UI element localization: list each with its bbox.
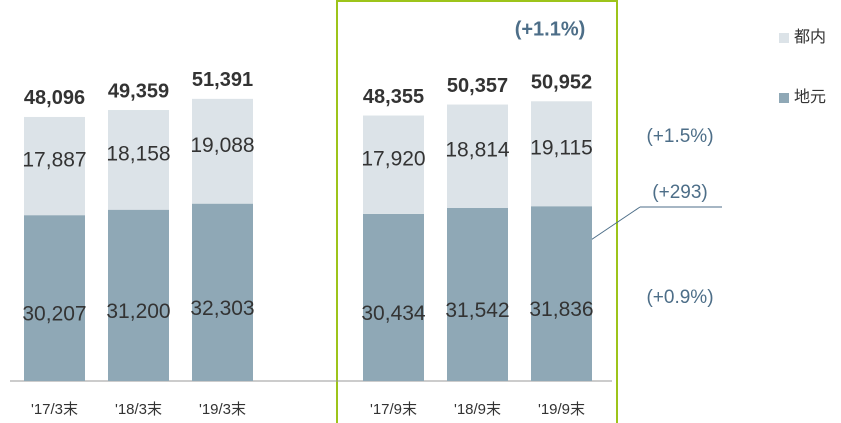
segment-label: 32,303	[190, 297, 254, 320]
legend-label: 都内	[794, 28, 826, 46]
bar-segment	[24, 116, 85, 216]
total-label: 48,096	[24, 87, 85, 109]
segment-label: 18,814	[445, 139, 510, 162]
segment-label: 19,115	[530, 136, 593, 159]
bar-segment	[531, 101, 592, 207]
legend-swatch	[779, 93, 789, 103]
annotation: (+293)	[652, 182, 707, 203]
x-tick-label: '17/9末	[370, 401, 417, 418]
x-tick-label: '18/9末	[454, 401, 501, 418]
bar-segment	[363, 213, 424, 381]
bar-segment	[363, 115, 424, 214]
segment-label: 30,434	[361, 302, 426, 325]
total-label: 51,391	[192, 69, 253, 91]
annotation: (+0.9%)	[646, 287, 713, 308]
bar-segment	[24, 215, 85, 381]
bar-segment	[447, 104, 508, 208]
segment-label: 17,920	[361, 147, 425, 170]
highlight-box	[336, 0, 618, 423]
segment-label: 18,158	[106, 142, 170, 165]
bar-segment	[531, 206, 592, 381]
annotation: (+1.5%)	[646, 126, 713, 147]
bar-segment	[108, 110, 169, 210]
bar-segment	[447, 207, 508, 381]
total-label: 50,952	[531, 72, 592, 94]
legend-swatch	[779, 33, 789, 43]
x-tick-label: '19/9末	[538, 401, 585, 418]
segment-label: 19,088	[190, 134, 254, 157]
total-label: 49,359	[108, 80, 169, 102]
x-tick-label: '18/3末	[115, 401, 162, 418]
legend-label: 地元	[794, 88, 826, 106]
bar-segment	[192, 98, 253, 204]
segment-label: 31,542	[445, 299, 509, 322]
annotation: (+1.1%)	[515, 18, 586, 40]
total-label: 48,355	[363, 86, 424, 108]
total-label: 50,357	[447, 75, 508, 97]
x-tick-label: '19/3末	[199, 401, 246, 418]
bar-segment	[108, 209, 169, 381]
segment-label: 17,887	[22, 149, 86, 172]
x-tick-label: '17/3末	[31, 401, 78, 418]
segment-label: 30,207	[22, 303, 86, 326]
segment-label: 31,836	[529, 298, 593, 321]
segment-label: 31,200	[106, 300, 170, 323]
bar-segment	[192, 203, 253, 381]
